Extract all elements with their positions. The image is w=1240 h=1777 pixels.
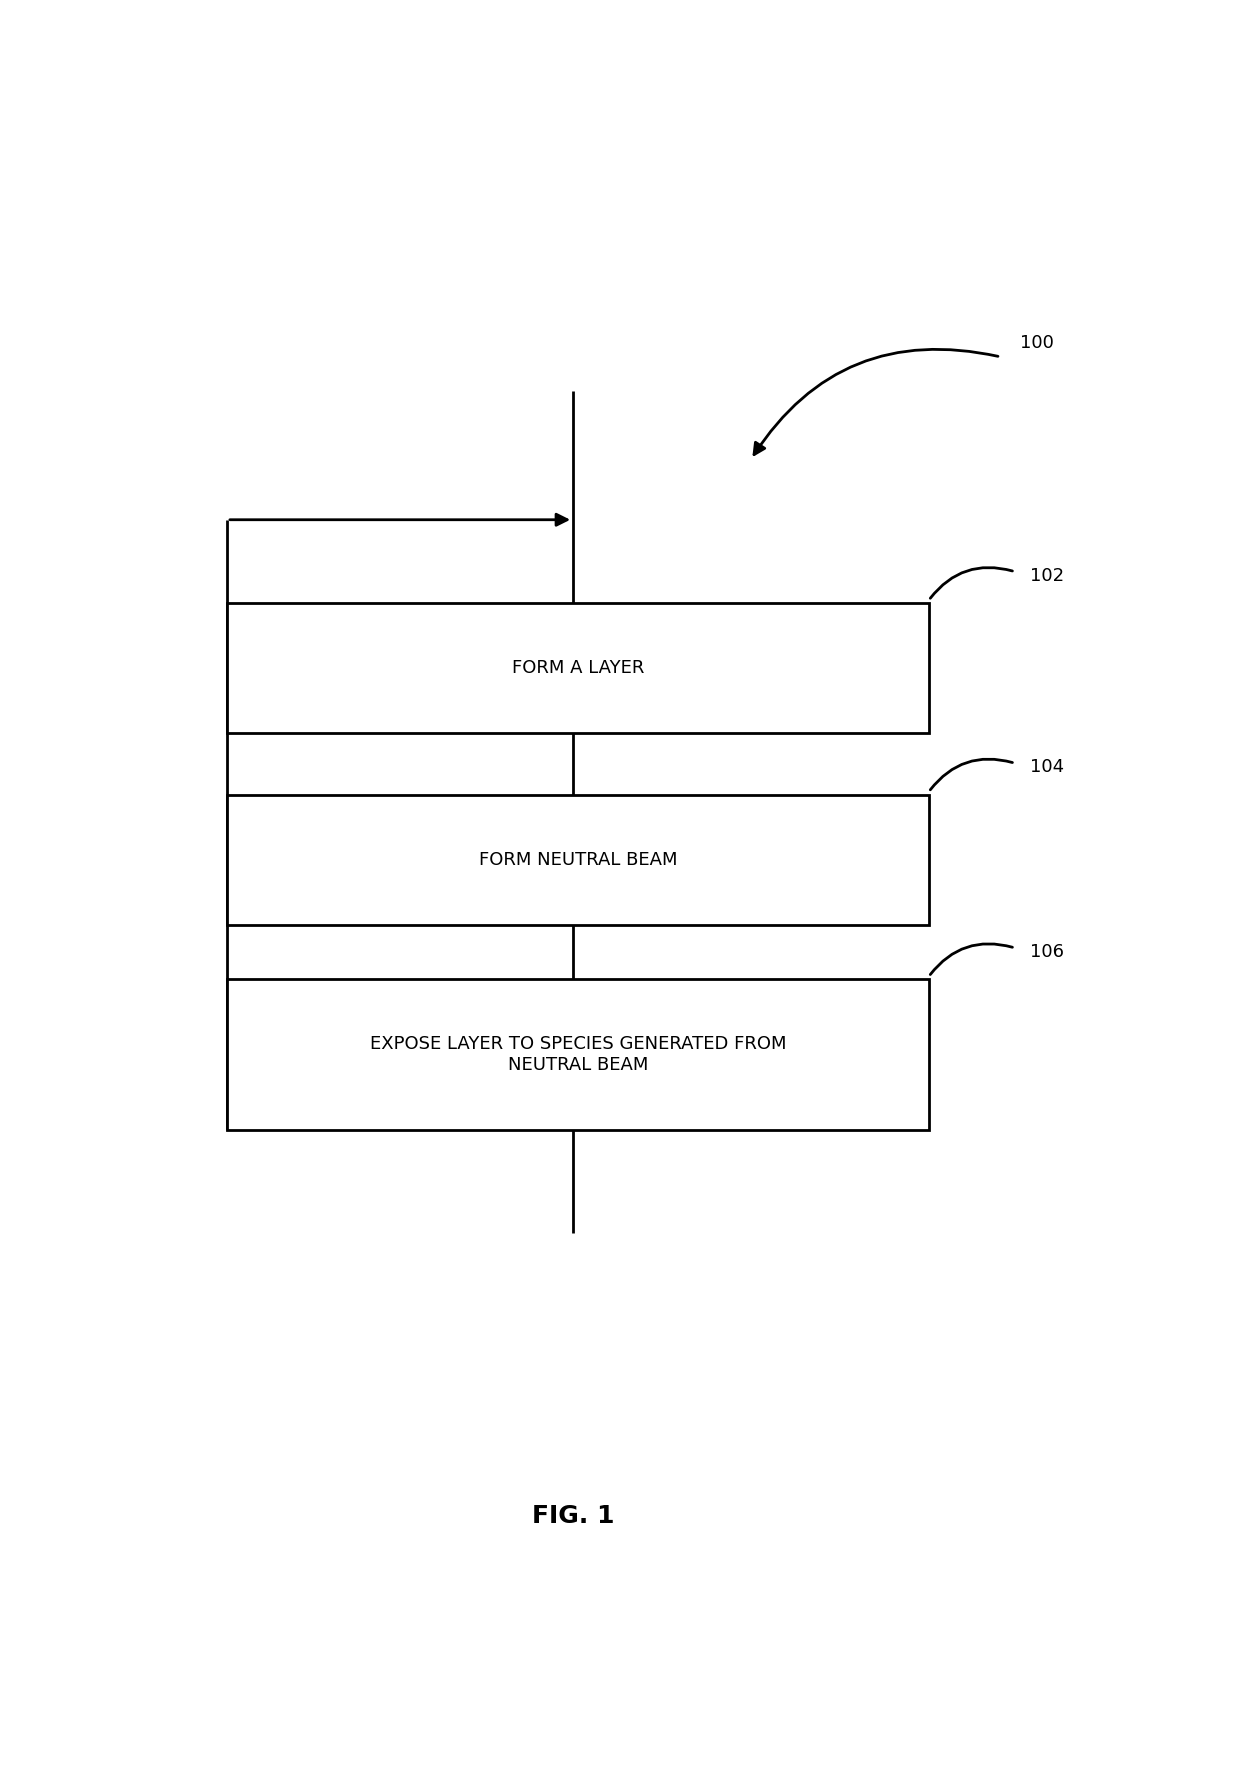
Text: 100: 100	[1019, 334, 1054, 352]
Text: FORM NEUTRAL BEAM: FORM NEUTRAL BEAM	[479, 851, 677, 869]
Text: FIG. 1: FIG. 1	[532, 1503, 614, 1528]
Bar	[227, 602, 929, 734]
Text: EXPOSE LAYER TO SPECIES GENERATED FROM
NEUTRAL BEAM: EXPOSE LAYER TO SPECIES GENERATED FROM N…	[370, 1036, 786, 1073]
Text: FORM A LAYER: FORM A LAYER	[512, 659, 644, 677]
Text: 104: 104	[1029, 759, 1064, 777]
Bar	[227, 794, 929, 924]
Text: 106: 106	[1029, 944, 1064, 961]
Bar	[227, 979, 929, 1130]
Text: 102: 102	[1029, 567, 1064, 585]
